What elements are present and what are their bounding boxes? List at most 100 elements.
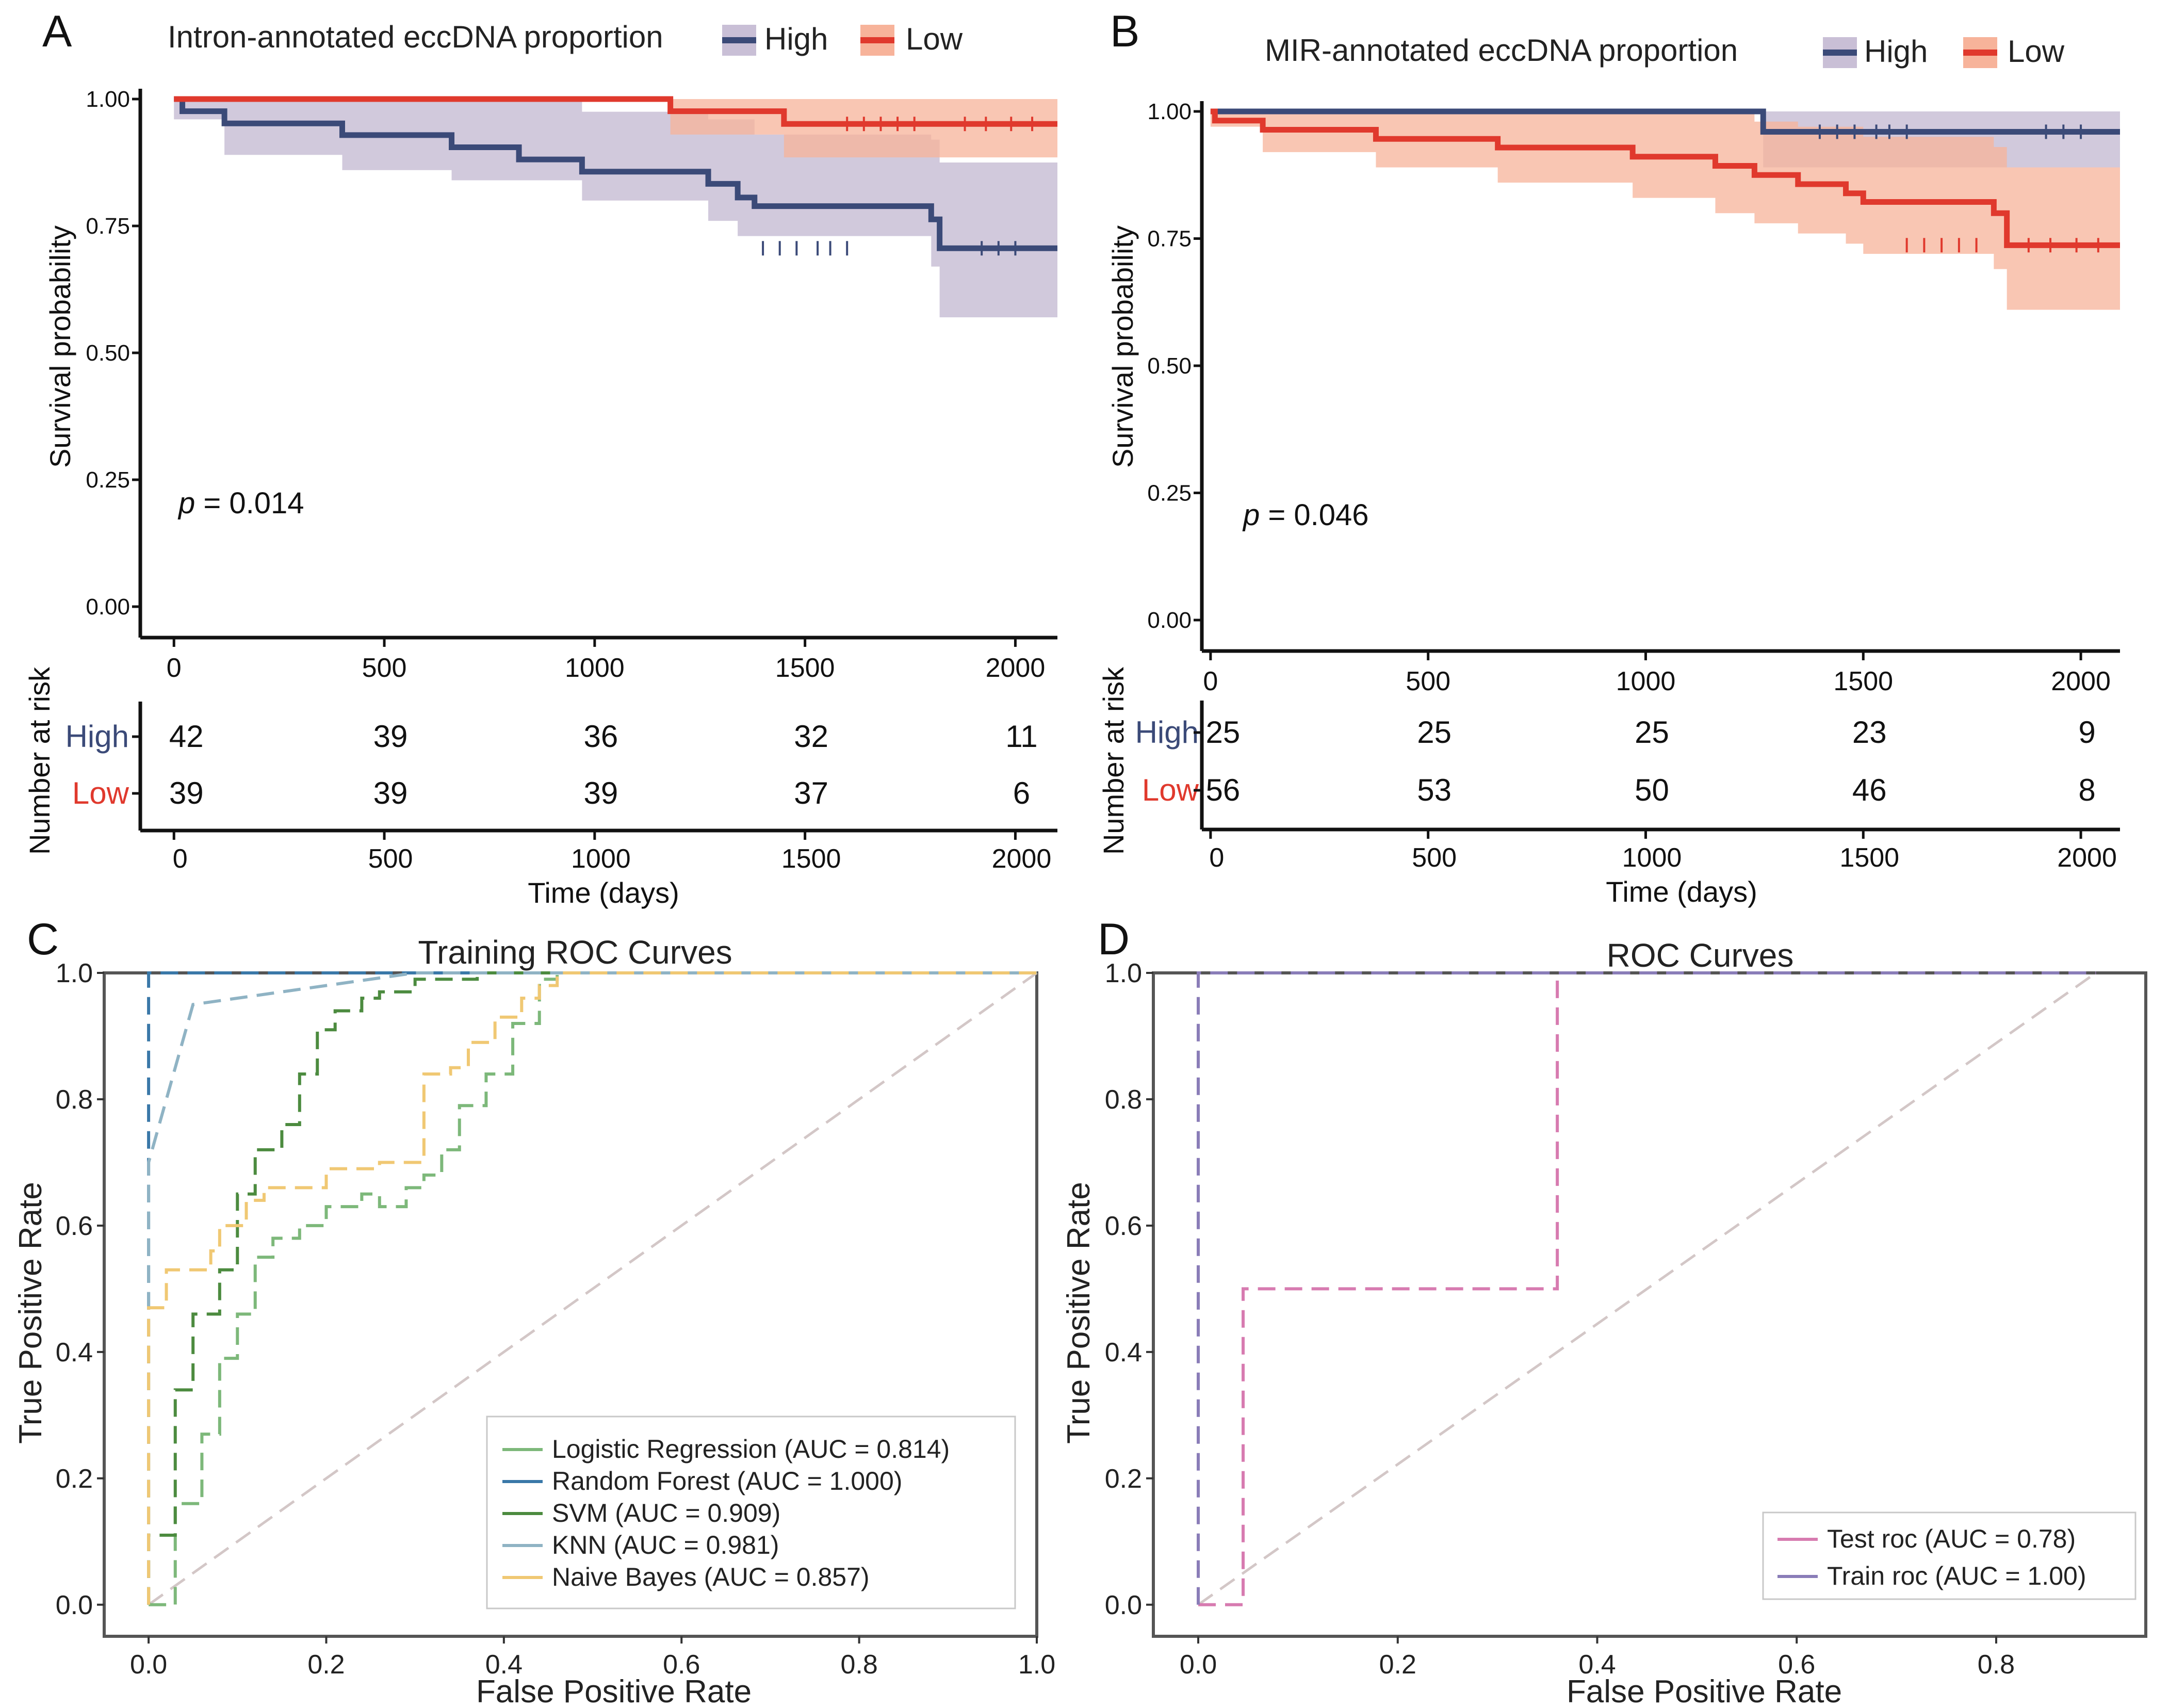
roc-c-ylabel: True Positive Rate <box>13 1182 48 1444</box>
km-b-xtick-label: 0 <box>1203 666 1218 696</box>
roc-d-title: ROC Curves <box>1607 937 1794 974</box>
risk-b-high-value: 25 <box>1417 715 1452 750</box>
roc-d-legend-label: Train roc (AUC = 1.00) <box>1827 1561 2086 1590</box>
km-a-pvalue-p: p <box>177 486 195 520</box>
roc-d-ytick-label: 0.0 <box>1105 1590 1142 1620</box>
roc-c-ytick-label: 0.0 <box>56 1590 93 1620</box>
risk-b-low-value: 8 <box>2078 773 2095 807</box>
km-a-ytick-label: 0.25 <box>86 467 130 493</box>
roc-c-legend-items: Logistic Regression (AUC = 0.814) Random … <box>502 1435 950 1591</box>
roc-c-ytick-label: 0.8 <box>56 1085 93 1115</box>
km-b-ytick-label: 0.25 <box>1147 481 1192 506</box>
risk-b-xtick-label: 1500 <box>1839 843 1899 873</box>
roc-c-curve-chance <box>148 971 1038 1606</box>
km-b-band-low <box>1210 111 2120 310</box>
km-a-xtick-label: 2000 <box>986 653 1046 683</box>
roc-c-xtick-label: 0.8 <box>840 1650 877 1680</box>
km-a-title: Intron-annotated eccDNA proportion <box>168 20 663 54</box>
roc-c-legend-label: Logistic Regression (AUC = 0.814) <box>552 1435 950 1463</box>
roc-d-xlabel: False Positive Rate <box>1567 1674 1842 1708</box>
roc-c-legend-label: Naive Bayes (AUC = 0.857) <box>552 1563 870 1591</box>
roc-d-xtick-label: 0.8 <box>1978 1650 2015 1680</box>
risk-b-title: Number at risk <box>1097 666 1130 855</box>
roc-c-curve-2 <box>147 971 1037 1605</box>
km-a-xtick-label: 0 <box>167 653 182 683</box>
risk-b-low-value: 46 <box>1852 773 1887 807</box>
km-b-curve-high <box>1210 108 2120 135</box>
risk-a-xtick-label: 2000 <box>992 844 1052 874</box>
roc-c-xtick-label: 0.6 <box>663 1650 700 1680</box>
risk-a-low-value: 39 <box>373 776 408 810</box>
risk-a-high-label: High <box>66 719 129 754</box>
km-a-ytick-label: 0.00 <box>86 594 130 620</box>
risk-a-high-value: 32 <box>794 719 828 754</box>
risk-a-xtick-label: 500 <box>368 844 413 874</box>
risk-a-high-value: 39 <box>373 719 408 754</box>
panel-a: A Intron-annotated eccDNA proportion Hig… <box>23 7 1058 909</box>
risk-b-xtick-label: 2000 <box>2057 843 2117 873</box>
risk-a-title: Number at risk <box>23 666 56 855</box>
risk-a-low-value: 37 <box>794 776 828 810</box>
risk-a-low-value: 39 <box>583 776 618 810</box>
risk-b-low-value: 53 <box>1417 773 1452 807</box>
risk-b-xtick-label: 0 <box>1209 843 1224 873</box>
legend-a-high-label: High <box>764 22 828 56</box>
panel-letter-b: B <box>1110 7 1139 56</box>
risk-a-xtick-label: 1500 <box>781 844 841 874</box>
km-b-xtick-label: 500 <box>1406 666 1450 696</box>
roc-d-ytick-label: 0.2 <box>1105 1464 1142 1494</box>
roc-d-legend-label: Test roc (AUC = 0.78) <box>1827 1524 2076 1553</box>
roc-d-ytick-label: 0.8 <box>1105 1085 1142 1115</box>
legend-b-high-label: High <box>1864 34 1928 69</box>
roc-c-xtick-label: 0.2 <box>307 1650 345 1680</box>
km-a-curve-high <box>174 96 1057 251</box>
risk-b-xtick-label: 500 <box>1412 843 1457 873</box>
legend-b-low-label: Low <box>2008 34 2065 69</box>
panel-letter-c: C <box>27 915 59 964</box>
panel-c: C Training ROC Curves True Positive Rate… <box>13 915 1055 1708</box>
roc-c-legend: Logistic Regression (AUC = 0.814) Random … <box>486 1416 1016 1609</box>
roc-c-ytick-label: 1.0 <box>56 958 93 988</box>
roc-c-legend-label: SVM (AUC = 0.909) <box>552 1499 780 1527</box>
roc-d-xtick-label: 0.0 <box>1180 1650 1217 1680</box>
risk-a-xtick-label: 0 <box>173 844 188 874</box>
roc-c-xtick-label: 0.4 <box>485 1650 523 1680</box>
risk-b-high-value: 25 <box>1205 715 1240 750</box>
roc-c-legend-box <box>486 1416 1016 1609</box>
roc-c-ytick-label: 0.2 <box>56 1464 93 1494</box>
km-b-xtick-label: 1500 <box>1833 666 1893 696</box>
risk-a-table: 42 39 36 32 11 39 39 39 37 6 0 500 1000 1500 2000 <box>132 702 1057 874</box>
roc-c-legend-label: KNN (AUC = 0.981) <box>552 1531 779 1559</box>
km-a-pvalue: p = 0.014 <box>177 486 304 520</box>
km-a-plot: 0.00 0.25 0.50 0.75 1.00 0 500 1000 1500 2000 <box>86 87 1058 683</box>
km-b-pvalue-value: = 0.046 <box>1260 498 1368 532</box>
km-a-legend: High Low <box>722 22 963 56</box>
km-b-xtick-label: 1000 <box>1616 666 1676 696</box>
roc-c-xtick-label: 1.0 <box>1018 1650 1055 1680</box>
risk-b-high-value: 9 <box>2078 715 2095 750</box>
risk-b-low-value: 56 <box>1205 773 1240 807</box>
km-b-xlabel: Time (days) <box>1606 875 1757 908</box>
roc-c-xlabel: False Positive Rate <box>476 1674 752 1708</box>
km-b-ytick-label: 1.00 <box>1147 99 1192 124</box>
km-b-ytick-label: 0.75 <box>1147 226 1192 252</box>
km-b-xtick-label: 2000 <box>2051 666 2111 696</box>
km-b-ylabel: Survival probability <box>1106 225 1139 468</box>
km-a-xtick-label: 500 <box>362 653 407 683</box>
km-a-pvalue-value: = 0.014 <box>195 486 304 520</box>
risk-b-high-value: 25 <box>1635 715 1669 750</box>
panel-letter-d: D <box>1098 915 1130 964</box>
panel-b: B MIR-annotated eccDNA proportion High L… <box>1097 7 2120 908</box>
roc-c-ytick-label: 0.4 <box>56 1338 93 1368</box>
roc-c-curve-4 <box>147 971 1037 1605</box>
km-a-ytick-label: 0.75 <box>86 214 130 239</box>
roc-d-xtick-label: 0.2 <box>1379 1650 1416 1680</box>
km-a-ytick-label: 1.00 <box>86 87 130 112</box>
risk-a-high-value: 42 <box>169 719 204 754</box>
km-a-xlabel: Time (days) <box>528 876 679 909</box>
roc-d-curve-chance <box>1197 971 2097 1606</box>
legend-a-low-label: Low <box>906 22 963 56</box>
km-b-legend: High Low <box>1823 34 2065 69</box>
roc-c-title: Training ROC Curves <box>418 934 732 971</box>
roc-c-curve-0 <box>149 971 1037 1606</box>
